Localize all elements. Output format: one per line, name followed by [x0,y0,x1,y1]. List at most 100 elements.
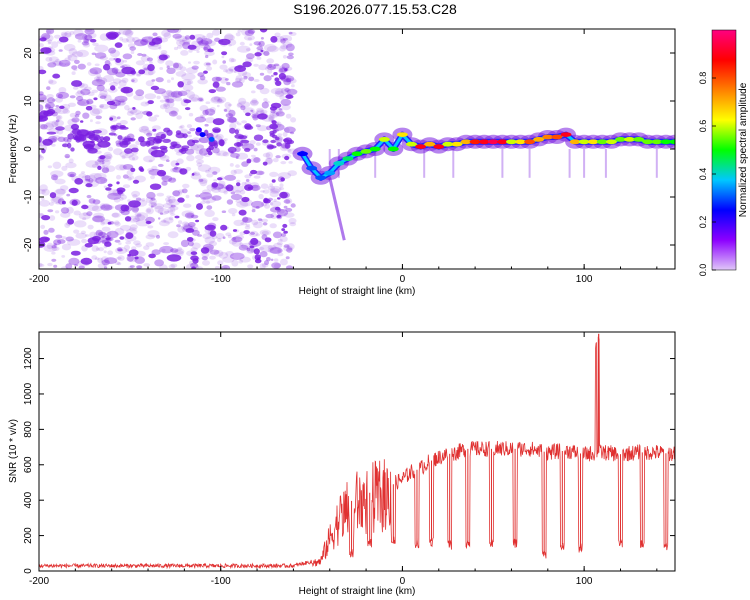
noise-blob [73,220,87,228]
noise-blob [272,64,281,70]
noise-blob [128,202,136,208]
noise-blob [126,169,134,176]
noise-band-blob [96,139,103,143]
noise-blob [106,235,110,238]
noise-blob [39,110,49,118]
noise-blob [68,158,74,164]
noise-blob [204,236,216,245]
noise-blob [273,242,283,249]
noise-blob [182,227,188,233]
noise-blob [118,103,121,106]
noise-blob [190,143,205,151]
noise-blob [177,189,185,194]
noise-blob [251,90,256,94]
noise-blob [158,54,168,61]
noise-blob [179,168,188,175]
noise-blob [91,89,99,94]
noise-blob [60,211,71,218]
noise-blob [129,46,136,51]
y-tick-label: 1000 [23,382,34,405]
noise-blob [69,126,75,129]
noise-blob [216,104,220,108]
noise-blob [108,47,116,54]
noise-blob [205,40,216,47]
noise-blob [196,203,203,210]
noise-blob [120,100,125,104]
noise-blob [114,42,123,48]
noise-blob [121,155,126,160]
noise-blob [105,142,112,147]
noise-blob [185,212,195,219]
noise-blob [267,69,273,74]
noise-blob [52,73,61,79]
noise-blob [260,183,269,189]
noise-blob [150,205,154,208]
noise-band-blob [131,147,139,153]
noise-blob [269,66,276,70]
noise-blob [125,232,134,240]
noise-blob [118,29,132,35]
noise-blob [56,91,69,99]
noise-blob [39,236,50,243]
noise-blob [278,72,286,80]
noise-blob [55,234,63,239]
noise-blob [247,264,254,269]
noise-blob [134,250,146,257]
noise-blob [89,231,98,239]
noise-blob [258,64,268,71]
noise-blob [223,190,228,195]
noise-blob [95,115,102,120]
noise-blob [100,218,111,225]
noise-blob [183,98,188,102]
noise-blob [222,256,235,263]
noise-blob [236,179,241,183]
noise-blob [210,96,223,104]
ridge-point [587,139,599,145]
noise-blob [274,263,281,269]
noise-blob [230,188,234,191]
noise-blob [153,133,160,137]
noise-blob [68,48,78,56]
noise-blob [134,199,148,207]
noise-blob [66,206,74,214]
noise-blob [157,54,168,62]
noise-blob [137,53,143,56]
noise-blob [128,154,139,161]
noise-blob [69,198,81,206]
noise-blob [170,248,179,253]
noise-blob [84,29,95,35]
noise-highlight [199,132,206,138]
noise-blob [125,249,130,252]
noise-band-blob [118,126,129,130]
noise-blob [200,38,213,45]
noise-blob [104,257,118,264]
noise-blob [111,67,119,74]
noise-blob [263,44,277,52]
noise-blob [45,102,55,109]
noise-blob [135,243,143,248]
noise-blob [195,194,201,198]
noise-blob [118,98,126,103]
noise-blob [117,255,125,261]
noise-blob [108,115,118,122]
noise-blob [52,107,62,114]
ridge-point [633,137,645,142]
noise-band-blob [212,128,221,133]
noise-blob [209,255,216,260]
noise-blob [202,260,210,266]
noise-blob [279,187,285,191]
ridge-point [433,144,445,150]
noise-blob [93,212,104,219]
noise-blob [73,29,84,37]
ridge-point [605,139,617,145]
noise-band-blob [108,132,116,136]
noise-blob [47,165,53,169]
noise-blob [145,80,154,87]
noise-blob [249,172,253,177]
noise-blob [189,34,196,40]
noise-blob [170,167,178,173]
noise-blob [218,251,229,259]
noise-blob [164,106,179,114]
noise-blob [156,169,167,177]
noise-blob [274,88,288,96]
